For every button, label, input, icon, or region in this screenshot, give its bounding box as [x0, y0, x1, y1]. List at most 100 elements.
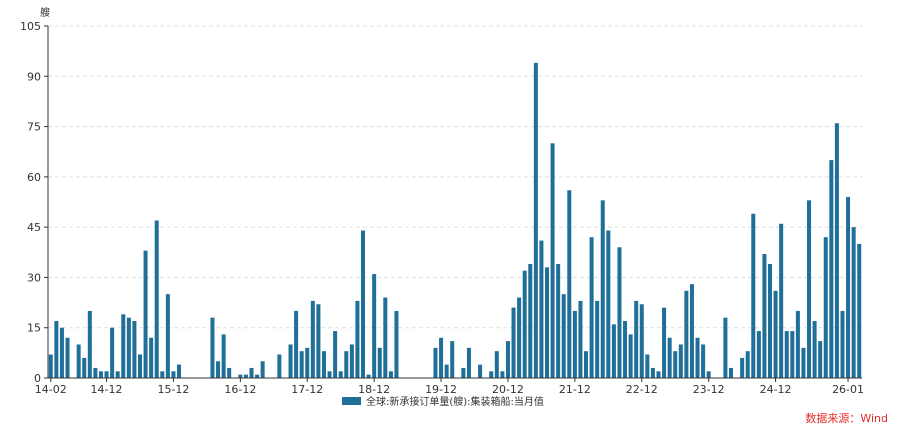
- bar: [740, 357, 745, 378]
- bar: [338, 371, 343, 378]
- legend[interactable]: 全球:新承接订单量(艘):集装箱船:当月值: [342, 395, 544, 408]
- bar: [829, 160, 834, 378]
- y-tick-label: 105: [20, 20, 41, 33]
- bar: [589, 237, 594, 378]
- bar: [394, 310, 399, 378]
- x-tick-label: 19-12: [425, 383, 457, 396]
- bar: [132, 321, 137, 378]
- x-tick-label: 16-12: [224, 383, 256, 396]
- bar: [461, 367, 466, 378]
- bar: [695, 337, 700, 378]
- legend-swatch: [342, 397, 361, 405]
- bar: [110, 327, 115, 378]
- bar: [756, 331, 761, 378]
- bar: [790, 331, 795, 378]
- bar: [210, 317, 215, 378]
- bar: [249, 367, 254, 378]
- bar: [834, 123, 839, 378]
- bar: [305, 347, 310, 378]
- bar: [54, 321, 59, 378]
- y-tick-label: 0: [34, 372, 41, 385]
- bar: [701, 344, 706, 378]
- bar: [327, 371, 332, 378]
- gridlines: [48, 25, 862, 329]
- bar: [606, 230, 611, 378]
- x-tick-label: 22-12: [626, 383, 658, 396]
- bar: [82, 357, 87, 378]
- bar: [137, 354, 142, 378]
- y-tick-label: 75: [27, 121, 41, 134]
- x-tick-label: 24-12: [760, 383, 792, 396]
- bar: [333, 331, 338, 378]
- bar: [321, 351, 326, 378]
- bar: [745, 351, 750, 378]
- y-tick-label: 60: [27, 171, 41, 184]
- bar: [104, 371, 109, 378]
- bar: [600, 200, 605, 378]
- bar: [288, 344, 293, 378]
- x-tick-label: 21-12: [559, 383, 591, 396]
- bar: [611, 324, 616, 378]
- bar: [238, 374, 243, 378]
- bar: [299, 351, 304, 378]
- bar: [466, 347, 471, 378]
- bar: [539, 240, 544, 378]
- bar: [567, 190, 572, 378]
- bar: [277, 354, 282, 378]
- bar: [98, 371, 103, 378]
- bar: [662, 307, 667, 378]
- bar: [623, 321, 628, 378]
- bar: [154, 220, 159, 378]
- bar: [500, 371, 505, 378]
- bar: [494, 351, 499, 378]
- bar: [818, 341, 823, 378]
- y-tick-label: 45: [27, 221, 41, 234]
- bar: [93, 367, 98, 378]
- bar: [372, 274, 377, 378]
- x-tick-label: 17-12: [291, 383, 323, 396]
- bar: [673, 351, 678, 378]
- x-tick-label: 18-12: [358, 383, 390, 396]
- bar: [851, 227, 856, 378]
- bar: [478, 364, 483, 378]
- bar: [344, 351, 349, 378]
- bar: [728, 367, 733, 378]
- bar: [768, 264, 773, 378]
- bar: [656, 371, 661, 378]
- bar: [444, 364, 449, 378]
- x-tick-label: 20-12: [492, 383, 524, 396]
- bar: [561, 294, 566, 378]
- bar: [533, 62, 538, 378]
- bar: [773, 290, 778, 378]
- bar: [801, 347, 806, 378]
- bar: [706, 371, 711, 378]
- bar: [59, 327, 64, 378]
- bar: [522, 270, 527, 378]
- bar: [366, 374, 371, 378]
- bar: [243, 374, 248, 378]
- x-tick-label: 14-12: [91, 383, 123, 396]
- bar: [678, 344, 683, 378]
- y-unit-label: 艘: [40, 6, 50, 19]
- bar: [439, 337, 444, 378]
- bar: [584, 351, 589, 378]
- x-tick-label: 14-02: [35, 383, 67, 396]
- bar: [149, 337, 154, 378]
- bar: [544, 267, 549, 378]
- bar: [48, 354, 53, 378]
- bar: [650, 367, 655, 378]
- bar: [689, 284, 694, 378]
- bar: [227, 367, 232, 378]
- bar: [450, 341, 455, 378]
- y-axis: 0 15 30 45 60 75 90 105: [20, 20, 49, 385]
- bar: [349, 344, 354, 378]
- bar: [511, 307, 516, 378]
- bar: [634, 300, 639, 378]
- bar-series: [48, 62, 862, 378]
- bar: [383, 297, 388, 378]
- bar: [171, 371, 176, 378]
- bar: [377, 347, 382, 378]
- bar: [628, 334, 633, 378]
- bar: [260, 361, 265, 378]
